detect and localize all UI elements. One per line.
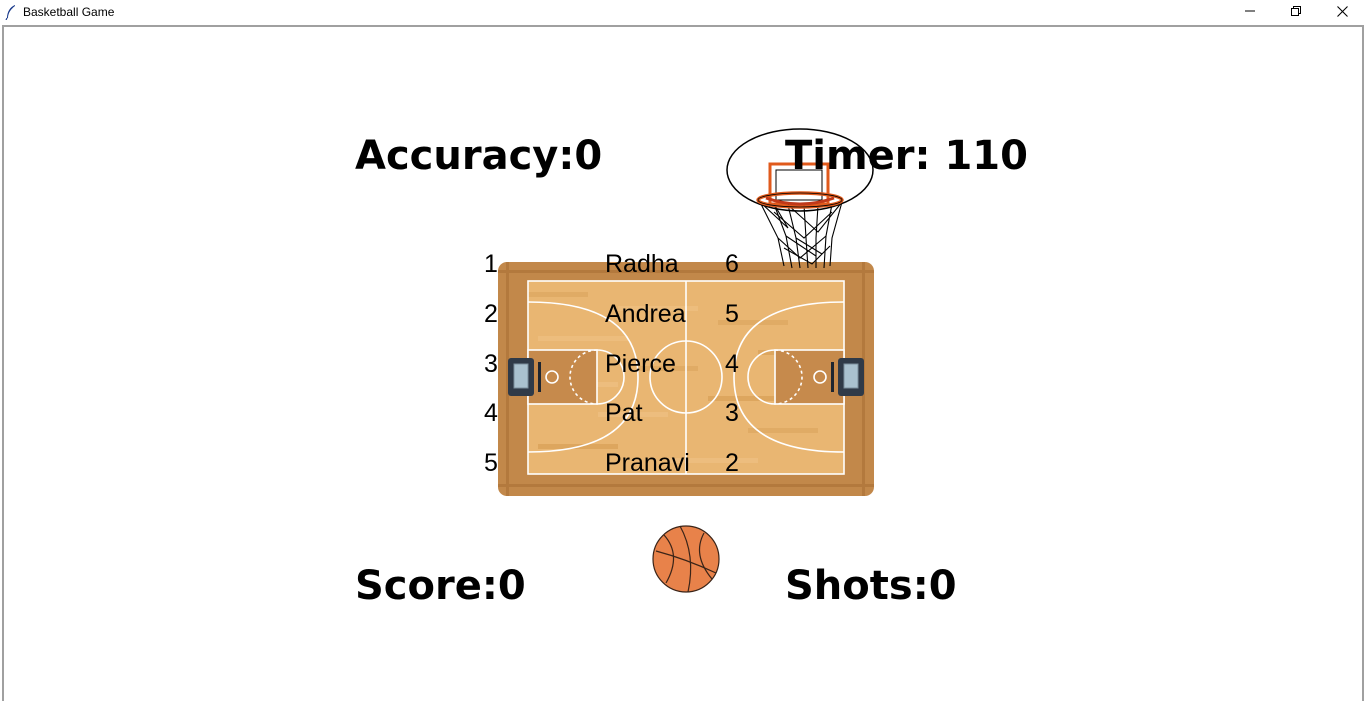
court-image: [498, 262, 874, 496]
window-title: Basketball Game: [23, 5, 115, 19]
leaderboard-name: Pat: [605, 399, 643, 427]
leaderboard-score: 6: [725, 250, 739, 278]
title-bar: Basketball Game: [0, 0, 1366, 24]
feather-icon: [5, 5, 15, 20]
leaderboard-name: Radha: [605, 250, 679, 278]
restore-icon: [1291, 6, 1301, 16]
hoop-image: [726, 128, 874, 269]
leaderboard-score: 3: [725, 399, 739, 427]
leaderboard-score: 4: [725, 350, 739, 378]
score-label: Score:0: [355, 563, 526, 609]
leaderboard-rank: 4: [484, 399, 498, 427]
leaderboard-score: 5: [725, 300, 739, 328]
shots-label: Shots:0: [785, 563, 957, 609]
leaderboard-name: Andrea: [605, 300, 686, 328]
leaderboard-rank: 3: [484, 350, 498, 378]
minimize-button[interactable]: [1227, 0, 1273, 22]
leaderboard-name: Pranavi: [605, 449, 690, 477]
leaderboard-score: 2: [725, 449, 739, 477]
leaderboard-rank: 2: [484, 300, 498, 328]
close-button[interactable]: [1319, 0, 1365, 22]
accuracy-label: Accuracy:0: [355, 133, 603, 179]
timer-label: Timer: 110: [785, 133, 1028, 179]
leaderboard-name: Pierce: [605, 350, 676, 378]
basketball-icon[interactable]: [652, 525, 720, 593]
leaderboard-rank: 1: [484, 250, 498, 278]
minimize-icon: [1245, 10, 1255, 12]
maximize-button[interactable]: [1273, 0, 1319, 22]
leaderboard-rank: 5: [484, 449, 498, 477]
close-icon: [1336, 5, 1348, 17]
